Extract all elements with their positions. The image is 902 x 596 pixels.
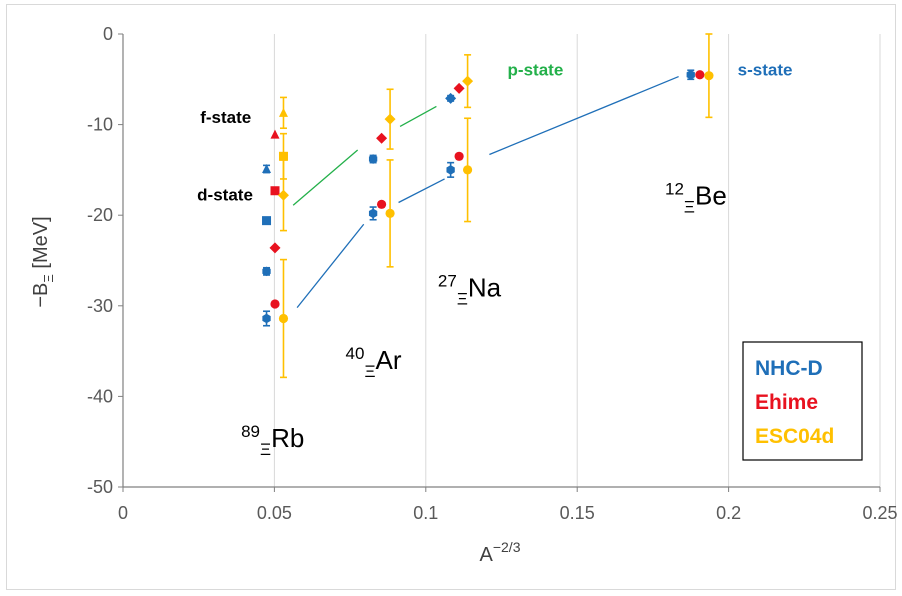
nucleus-element: Rb <box>271 423 304 453</box>
esc04d-point <box>385 208 395 218</box>
x-tick-label: 0.2 <box>716 503 741 523</box>
grid <box>118 33 881 492</box>
nhc-d-point <box>446 165 455 175</box>
nucleus-label: 89ΞRb <box>241 422 304 459</box>
x-tick-label: 0.05 <box>257 503 292 523</box>
y-axis-title-main: −B <box>30 283 52 308</box>
p-state-line-segment <box>292 149 359 206</box>
legend: NHC-D Ehime ESC04d <box>742 341 863 461</box>
esc04d-point <box>384 113 396 125</box>
ehime-point <box>270 129 280 139</box>
ehime-point <box>453 82 465 94</box>
nucleus-mass: 40 <box>346 344 365 363</box>
nucleus-mass: 12 <box>665 179 684 198</box>
y-axis-title-sub: Ξ <box>41 274 56 282</box>
tick-labels: 0 0.05 0.1 0.15 0.2 0.25 0 -10 -20 -30 -40 -50 <box>87 24 898 523</box>
ehime-point <box>270 299 280 309</box>
x-axis-title-sup: −2/3 <box>493 539 521 555</box>
nucleus-element: Be <box>695 180 727 210</box>
s-state-line-segment <box>398 178 445 204</box>
nhc-d-point <box>262 313 271 324</box>
nhc-d-point <box>368 208 378 219</box>
state-label: p-state <box>508 61 564 80</box>
data-markers <box>262 69 714 324</box>
x-axis-title: A−2/3 <box>480 539 521 566</box>
nucleus-hyperon: Ξ <box>364 362 375 381</box>
y-tick-label: -10 <box>87 115 113 135</box>
nucleus-label: 27ΞNa <box>438 272 502 309</box>
nhc-d-point <box>368 154 378 164</box>
nucleus-mass: 89 <box>241 422 260 441</box>
nhc-d-point <box>262 266 271 277</box>
ehime-point <box>454 151 464 161</box>
ehime-point <box>270 186 280 196</box>
legend-box <box>742 341 863 461</box>
error-bars <box>263 33 713 379</box>
esc04d-point <box>277 189 289 201</box>
esc04d-point <box>462 75 474 87</box>
y-tick-label: 0 <box>103 24 113 44</box>
x-tick-label: 0 <box>118 503 128 523</box>
nucleus-hyperon: Ξ <box>684 197 695 216</box>
ehime-point <box>376 132 388 144</box>
esc04d-point <box>704 71 714 81</box>
nucleus-element: Na <box>468 273 502 303</box>
nucleus-hyperon: Ξ <box>260 440 271 459</box>
ehime-point <box>269 242 281 254</box>
s-state-line-segment <box>296 223 365 309</box>
trend-lines <box>292 75 679 309</box>
x-tick-label: 0.25 <box>862 503 897 523</box>
nucleus-label: 40ΞAr <box>346 344 402 381</box>
nhc-d-point <box>686 69 695 80</box>
p-state-line-segment <box>399 105 437 127</box>
nucleus-element: Ar <box>376 345 402 375</box>
esc04d-point <box>462 165 473 175</box>
legend-entry-esc04d: ESC04d <box>755 425 834 448</box>
nhc-d-point <box>445 92 457 104</box>
x-axis-title-main: A <box>480 544 494 566</box>
legend-entry-ehime: Ehime <box>755 391 818 414</box>
esc04d-point <box>278 151 288 161</box>
nhc-d-point <box>262 216 272 226</box>
y-tick-label: -50 <box>87 477 113 497</box>
y-tick-label: -30 <box>87 296 113 316</box>
y-axis-title: −BΞ [MeV] <box>30 216 56 307</box>
axes <box>122 34 880 488</box>
nucleus-hyperon: Ξ <box>457 290 468 309</box>
x-tick-label: 0.15 <box>560 503 595 523</box>
state-label: s-state <box>738 61 793 80</box>
state-label: d-state <box>197 186 253 205</box>
x-tick-label: 0.1 <box>413 503 438 523</box>
state-label: f-state <box>200 108 251 127</box>
y-tick-label: -40 <box>87 386 113 406</box>
y-tick-label: -20 <box>87 205 113 225</box>
nhc-d-point <box>262 163 272 173</box>
esc04d-point <box>278 107 288 117</box>
y-axis-title-rest: [MeV] <box>30 216 52 274</box>
legend-entry-nhc-d: NHC-D <box>755 357 823 380</box>
ehime-point <box>695 70 705 80</box>
nucleus-mass: 27 <box>438 272 457 291</box>
esc04d-point <box>278 313 289 324</box>
s-state-line-segment <box>489 75 679 156</box>
ehime-point <box>376 199 387 209</box>
nucleus-label: 12ΞBe <box>665 179 727 216</box>
